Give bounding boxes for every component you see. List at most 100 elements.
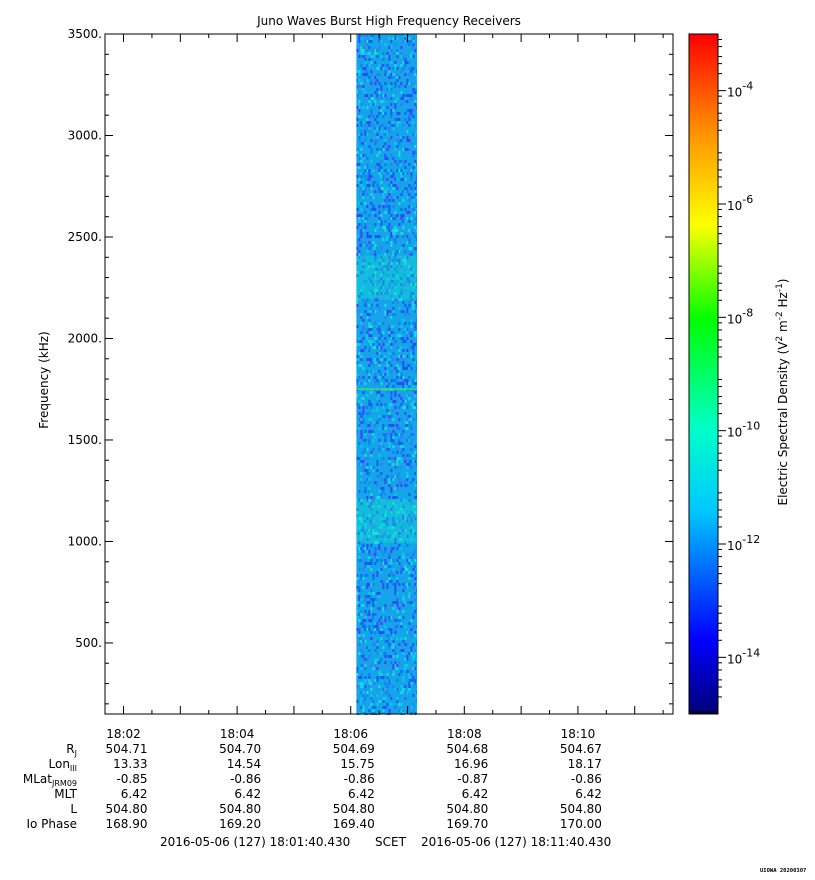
heat-cell [388, 616, 391, 619]
heat-cell [360, 502, 363, 505]
heat-cell [404, 115, 407, 118]
heat-cell [388, 538, 391, 541]
heat-cell [392, 229, 399, 232]
heat-cell [382, 106, 385, 109]
heat-cell [398, 250, 401, 253]
heat-cell [414, 328, 417, 331]
heat-cell [406, 586, 409, 589]
heat-cell [356, 544, 359, 547]
heat-cell [384, 478, 387, 481]
heat-cell [376, 559, 379, 562]
heat-cell [410, 298, 413, 301]
heat-cell [380, 442, 383, 445]
heat-cell [368, 346, 371, 349]
heat-cell [404, 685, 407, 688]
heat-cell [360, 421, 363, 424]
heat-cell [362, 550, 365, 553]
heat-cell [416, 310, 417, 313]
heat-cell [404, 148, 407, 151]
heat-cell [400, 133, 403, 136]
heat-cell [396, 370, 399, 373]
heat-cell [372, 532, 379, 535]
heat-cell [392, 286, 395, 289]
heat-cell [392, 253, 395, 256]
heat-cell [356, 493, 359, 496]
heat-cell [370, 610, 373, 613]
heat-cell [378, 376, 381, 379]
heat-cell [372, 181, 377, 184]
heat-cell [372, 274, 375, 277]
heat-cell [404, 460, 407, 463]
heat-cell [374, 79, 377, 82]
heat-cell [410, 94, 413, 97]
heat-cell [380, 52, 383, 55]
heat-cell [358, 241, 363, 244]
heat-cell [410, 520, 413, 523]
heat-cell [398, 91, 401, 94]
heat-cell [366, 532, 369, 535]
heat-cell [360, 37, 363, 40]
heat-cell [362, 46, 365, 49]
heat-cell [398, 535, 401, 538]
heat-cell [398, 538, 401, 541]
heat-cell [358, 634, 361, 637]
heat-cell [408, 238, 411, 241]
heat-cell [366, 478, 369, 481]
heat-cell [406, 310, 409, 313]
heat-cell [380, 706, 383, 709]
heat-cell [372, 574, 375, 577]
heat-cell [382, 532, 385, 535]
heat-cell [402, 118, 405, 121]
heat-cell [410, 205, 413, 208]
heat-cell [356, 217, 359, 220]
heat-cell [390, 49, 393, 52]
heat-cell [364, 685, 367, 688]
heat-cell [360, 181, 363, 184]
heat-cell [414, 88, 417, 91]
heat-cell [376, 52, 379, 55]
heat-cell [402, 259, 407, 262]
heat-cell [368, 619, 371, 622]
heat-cell [416, 355, 417, 358]
heat-cell [398, 298, 401, 301]
heat-cell [364, 595, 367, 598]
heat-cell [362, 133, 365, 136]
heat-cell [396, 580, 399, 583]
ephemeris-value: 504.80 [219, 802, 261, 816]
heat-cell [408, 529, 411, 532]
heat-cell [394, 424, 397, 427]
heat-cell [372, 679, 375, 682]
heat-cell [414, 445, 417, 448]
heat-cell [396, 679, 399, 682]
y-tick-label: 3000. [68, 128, 102, 142]
heat-cell [386, 358, 389, 361]
ephemeris-row-label: RJ [66, 742, 77, 758]
heat-cell [406, 463, 409, 466]
heat-cell [416, 61, 417, 64]
heat-cell [388, 688, 391, 691]
heat-cell [388, 655, 393, 658]
heat-cell [390, 394, 393, 397]
heat-cell [408, 631, 411, 634]
heat-cell [408, 82, 411, 85]
heat-cell [378, 460, 381, 463]
heat-cell [414, 559, 417, 562]
heat-cell [380, 190, 383, 193]
heat-cell [394, 649, 397, 652]
heat-cell [416, 70, 417, 73]
heat-cell [360, 598, 363, 601]
heat-cell [380, 565, 383, 568]
heat-cell [358, 628, 361, 631]
heat-cell [362, 700, 365, 703]
heat-cell [374, 343, 377, 346]
heat-cell [388, 457, 391, 460]
heat-cell [402, 595, 405, 598]
heat-cell [376, 484, 379, 487]
heat-cell [376, 352, 379, 355]
heat-cell [398, 118, 401, 121]
heat-cell [406, 658, 409, 661]
heat-cell [376, 133, 379, 136]
heat-cell [396, 208, 399, 211]
heat-cell [400, 136, 403, 139]
heat-cell [392, 157, 395, 160]
